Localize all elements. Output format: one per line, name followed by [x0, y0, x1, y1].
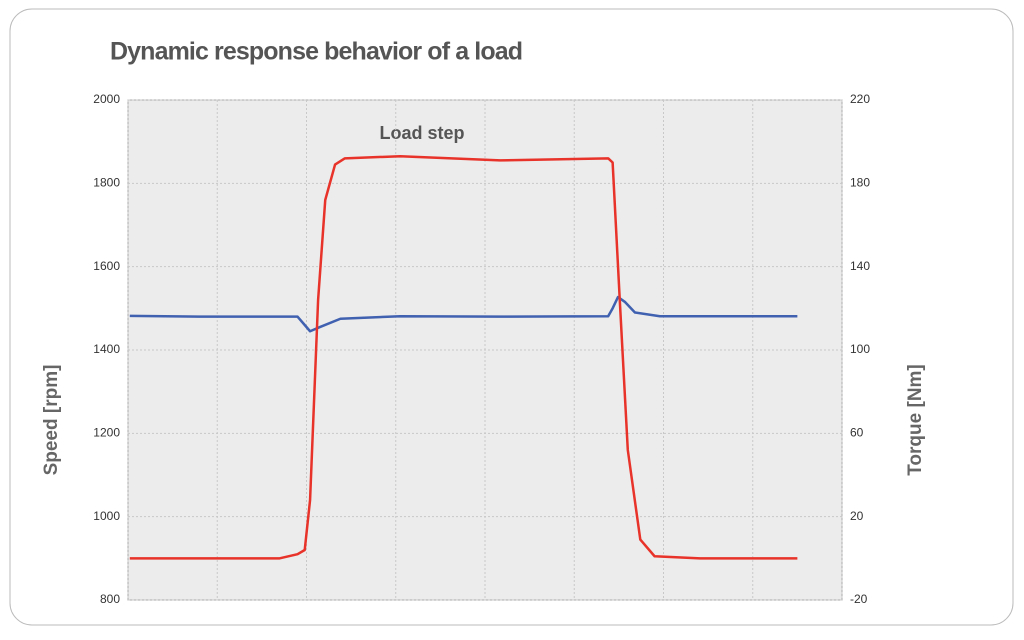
y2-tick-label: 100: [850, 342, 870, 356]
y2-tick-label: -20: [850, 592, 868, 606]
y-tick-label: 1000: [93, 509, 120, 523]
y2-tick-label: 60: [850, 426, 864, 440]
y-tick-label: 1800: [93, 176, 120, 190]
y-tick-label: 1400: [93, 342, 120, 356]
y2-tick-label: 220: [850, 92, 870, 106]
series-line: [129, 155, 798, 560]
y-tick-label: 1600: [93, 259, 120, 273]
y2-tick-label: 140: [850, 259, 870, 273]
annotation: Load step: [379, 123, 464, 143]
y2-axis-label: Torque [Nm]: [905, 364, 926, 476]
y2-tick-label: 20: [850, 509, 864, 523]
y-tick-label: 1200: [93, 426, 120, 440]
y-tick-label: 2000: [93, 92, 120, 106]
y2-tick-label: 180: [850, 176, 870, 190]
y-axis-label: Speed [rpm]: [41, 365, 62, 476]
series-line: [129, 295, 798, 333]
y-tick-label: 800: [100, 592, 120, 606]
chart-title: Dynamic response behavior of a load: [110, 38, 523, 66]
